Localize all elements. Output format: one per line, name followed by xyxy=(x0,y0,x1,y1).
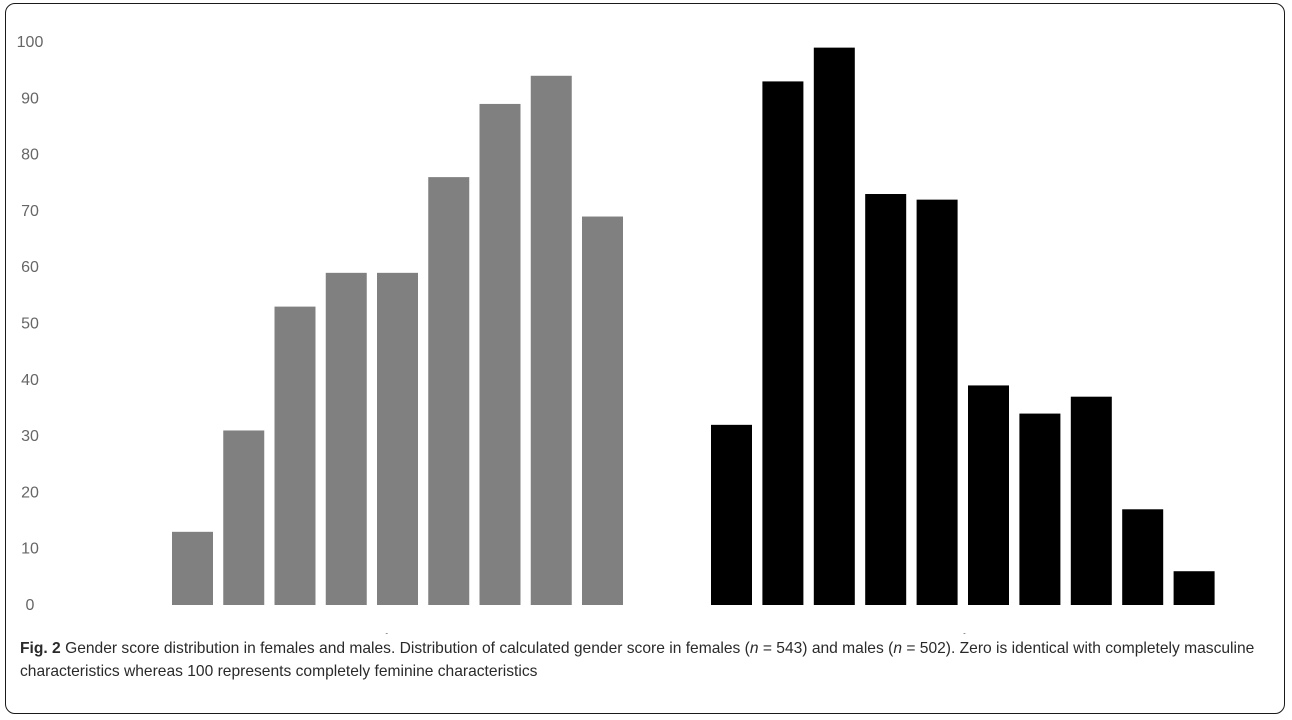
bar-males xyxy=(1122,509,1164,605)
figure-caption: Fig. 2 Gender score distribution in fema… xyxy=(20,637,1284,683)
bar-females xyxy=(223,430,265,605)
y-tick-label: 80 xyxy=(21,147,39,164)
x-axis-label: Females xyxy=(331,631,412,634)
y-tick-label: 60 xyxy=(21,259,39,276)
y-tick-label: 10 xyxy=(21,541,39,558)
y-tick-label: 50 xyxy=(21,316,39,333)
bar-males xyxy=(711,424,752,605)
y-tick-label: 20 xyxy=(21,484,39,501)
bar-females xyxy=(479,103,521,606)
bar-females xyxy=(274,306,316,605)
y-tick-label: 30 xyxy=(21,428,39,445)
figure-label: Fig. 2 xyxy=(20,640,61,657)
y-tick-label: 40 xyxy=(21,372,39,389)
bar-males xyxy=(968,385,1009,605)
caption-title: Gender score distribution in females and… xyxy=(65,640,396,657)
caption-n-variable-1: n xyxy=(749,640,759,657)
y-tick-label: 70 xyxy=(21,203,39,220)
y-tick-label: 90 xyxy=(21,90,39,107)
bar-females xyxy=(530,75,572,605)
bar-males xyxy=(916,199,958,605)
bar-males xyxy=(1019,413,1061,605)
caption-text-2: = 543) and males ( xyxy=(758,640,894,657)
bar-males xyxy=(1173,571,1215,605)
bar-males xyxy=(762,81,804,605)
bar-males xyxy=(1070,396,1112,605)
figure-frame: 01020304050607080901000100Females0100Mal… xyxy=(5,3,1285,714)
bar-females xyxy=(377,272,418,605)
bar-males xyxy=(813,47,855,605)
y-tick-label: 0 xyxy=(26,597,35,614)
bar-chart: 01020304050607080901000100Females0100Mal… xyxy=(17,34,1215,634)
bar-females xyxy=(325,272,367,605)
caption-text-3: = 502). Zero is identical with completel… xyxy=(20,640,1255,680)
caption-n-variable-2: n xyxy=(893,640,902,657)
bar-females xyxy=(582,216,623,605)
caption-text-1: Distribution of calculated gender score … xyxy=(399,640,750,657)
bar-females xyxy=(172,531,213,605)
bar-females xyxy=(428,177,470,605)
x-axis-label: Males xyxy=(933,631,989,634)
y-tick-label: 100 xyxy=(17,34,44,51)
bar-males xyxy=(865,194,907,605)
